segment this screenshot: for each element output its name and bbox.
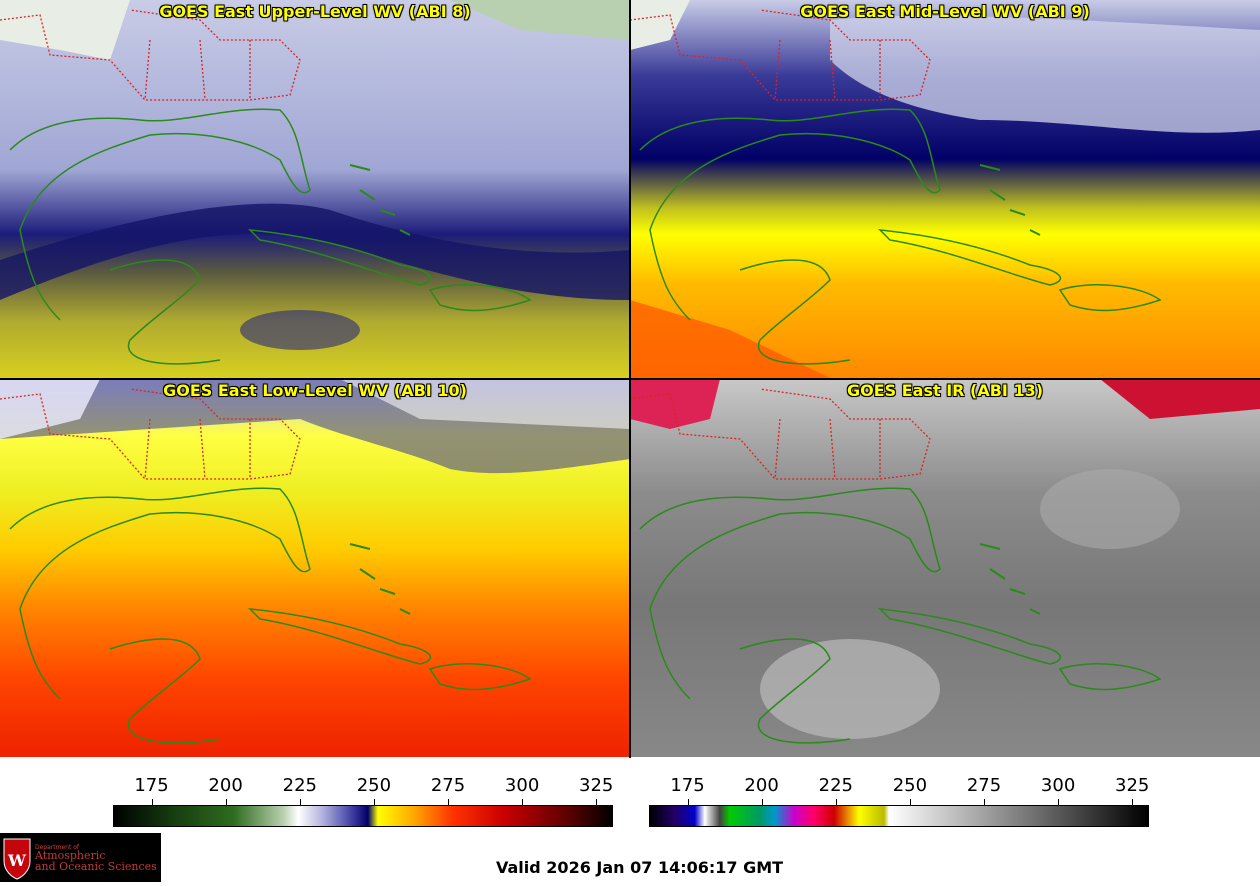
colorbar-tick	[299, 799, 301, 805]
upper-level-wv-map	[0, 0, 630, 378]
colorbar-tick	[225, 799, 227, 805]
colorbar-tick-label: 275	[430, 775, 466, 796]
uw-crest-icon: W	[3, 838, 31, 880]
ir-map	[630, 379, 1260, 757]
coastline	[9, 108, 311, 321]
colorbar-tick	[448, 799, 449, 805]
ir-colorbar	[649, 805, 1149, 827]
colorbar-tick-label: 175	[134, 775, 169, 796]
valid-time: Valid 2026 Jan 07 14:06:17 GMT	[496, 858, 784, 877]
state-borders	[0, 9, 301, 101]
colorbar-tick	[151, 799, 153, 805]
logo-line-2: Atmospheric	[35, 849, 106, 862]
panel-title: GOES East Upper-Level WV (ABI 8)	[159, 2, 471, 21]
colorbar-tick-label: 325	[579, 775, 614, 796]
colorbar-tick	[984, 799, 985, 805]
panel-title: GOES East IR (ABI 13)	[846, 381, 1044, 400]
svg-text:W: W	[7, 851, 27, 870]
colorbar-tick	[373, 799, 375, 805]
colorbar-tick-label: 300	[1040, 775, 1076, 796]
colorbar-tick	[835, 799, 837, 805]
colorbar-tick	[687, 799, 689, 805]
panel-upper-level-wv: GOES East Upper-Level WV (ABI 8)	[0, 0, 630, 378]
aos-logo: W	[0, 833, 161, 882]
colorbar-tick-label: 325	[1115, 775, 1150, 796]
colorbar-tick-label: 300	[504, 775, 540, 796]
colorbar-tick	[596, 799, 598, 805]
colorbar-tick-label: 225	[282, 775, 317, 796]
wv-colorbar	[113, 805, 613, 827]
colorbar-tick	[1058, 799, 1060, 805]
colorbar-tick-label: 250	[356, 775, 392, 796]
mid-level-wv-map	[630, 0, 1260, 378]
colorbar-tick	[761, 799, 763, 805]
colorbar-tick	[522, 799, 524, 805]
colorbar-tick-label: 225	[818, 775, 853, 796]
panel-mid-level-wv: GOES East Mid-Level WV (ABI 9)	[630, 0, 1260, 378]
panel-title: GOES East Low-Level WV (ABI 10)	[163, 381, 467, 400]
colorbar-tick-label: 275	[966, 775, 1002, 796]
logo-line-3: and Oceanic Sciences	[35, 860, 157, 873]
panel-title: GOES East Mid-Level WV (ABI 9)	[800, 2, 1090, 21]
colorbar-tick-label: 200	[208, 775, 243, 796]
colorbar-tick	[909, 799, 911, 805]
colorbar-tick-label: 200	[744, 775, 779, 796]
low-level-wv-map	[0, 379, 630, 757]
panel-ir: GOES East IR (ABI 13)	[630, 379, 1260, 757]
colorbar-tick-label: 250	[892, 775, 928, 796]
logo-line-1: Department of	[35, 844, 79, 851]
colorbar-tick-label: 175	[670, 775, 705, 796]
colorbar-tick	[1132, 799, 1134, 805]
panel-low-level-wv: GOES East Low-Level WV (ABI 10)	[0, 379, 630, 757]
panel-divider-horizontal	[0, 378, 1260, 380]
ir-colorbar-gradient	[650, 806, 1148, 826]
